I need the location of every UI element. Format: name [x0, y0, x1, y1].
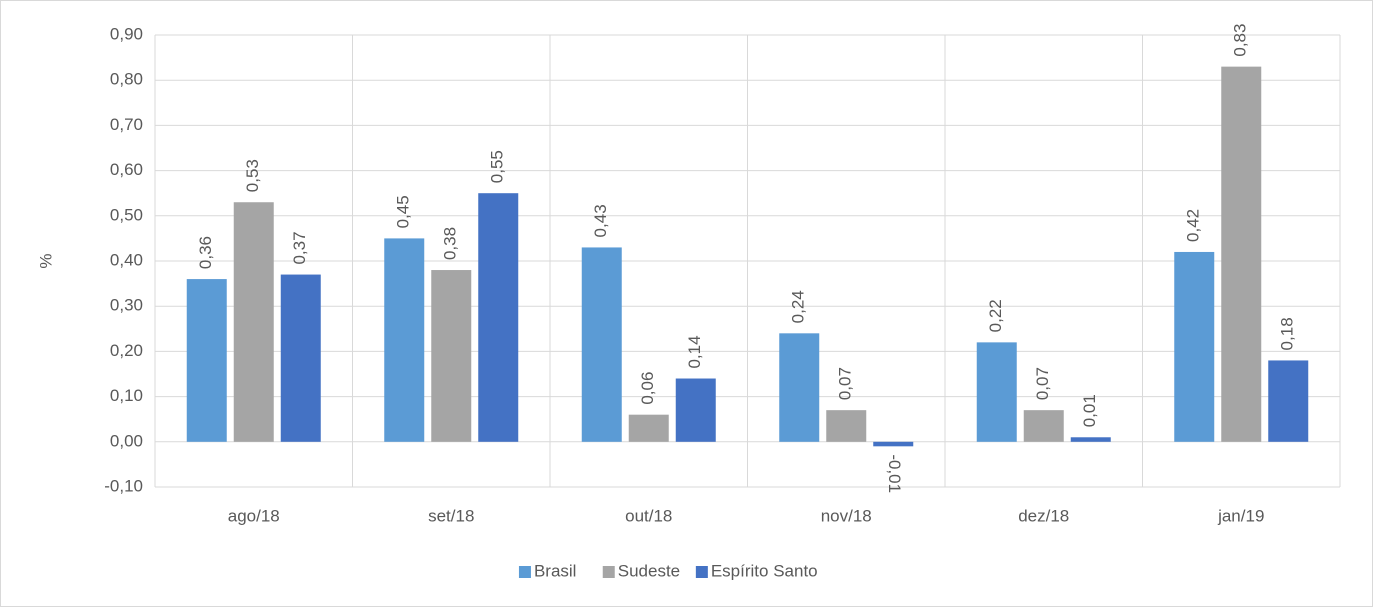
legend-label: Espírito Santo [711, 561, 818, 580]
bar [675, 378, 716, 442]
x-tick-label: ago/18 [228, 506, 280, 525]
data-label: 0,38 [441, 227, 460, 260]
data-label: 0,83 [1231, 24, 1250, 57]
legend-swatch [602, 566, 615, 578]
bar [384, 238, 425, 442]
data-label: 0,55 [488, 150, 507, 183]
bar [779, 333, 820, 442]
y-tick-label: 0,40 [110, 250, 143, 269]
bar [1070, 437, 1111, 442]
data-label: 0,45 [394, 195, 413, 228]
data-label: 0,36 [196, 236, 215, 269]
bar [233, 202, 274, 442]
y-tick-label: 0,60 [110, 160, 143, 179]
bar [628, 414, 669, 442]
y-tick-label: 0,20 [110, 341, 143, 360]
y-tick-label: 0,50 [110, 205, 143, 224]
y-tick-label: 0,80 [110, 70, 143, 89]
data-label: 0,01 [1080, 394, 1099, 427]
y-tick-label: 0,70 [110, 115, 143, 134]
data-label: -0,01 [885, 454, 904, 493]
bar [1023, 410, 1064, 442]
bar [873, 441, 914, 447]
y-tick-label: 0,30 [110, 296, 143, 315]
data-label: 0,07 [836, 367, 855, 400]
x-tick-label: nov/18 [821, 506, 872, 525]
data-label: 0,43 [591, 204, 610, 237]
y-tick-label: 0,00 [110, 431, 143, 450]
legend-swatch [518, 566, 531, 578]
legend-swatch [695, 566, 708, 578]
bar [1174, 251, 1215, 442]
y-tick-label: 0,10 [110, 386, 143, 405]
y-axis-label: % [36, 253, 55, 268]
data-label: 0,37 [290, 231, 309, 264]
x-tick-label: out/18 [625, 506, 672, 525]
data-label: 0,24 [789, 290, 808, 323]
bar [431, 270, 472, 442]
data-label: 0,14 [685, 335, 704, 368]
bar [478, 193, 519, 442]
legend-label: Sudeste [618, 561, 680, 580]
x-tick-label: jan/19 [1217, 506, 1264, 525]
bar [1221, 66, 1262, 442]
bar [581, 247, 622, 442]
bar [976, 342, 1017, 442]
y-tick-label: -0,10 [104, 476, 143, 495]
data-label: 0,22 [986, 299, 1005, 332]
bar [186, 279, 227, 442]
data-label: 0,53 [243, 159, 262, 192]
bar [280, 274, 321, 442]
data-label: 0,07 [1033, 367, 1052, 400]
legend-label: Brasil [534, 561, 577, 580]
x-tick-label: dez/18 [1018, 506, 1069, 525]
x-tick-label: set/18 [428, 506, 474, 525]
y-tick-label: 0,90 [110, 24, 143, 43]
bar [1268, 360, 1309, 442]
data-label: 0,06 [638, 372, 657, 405]
data-label: 0,42 [1184, 209, 1203, 242]
bar [826, 410, 867, 442]
data-label: 0,18 [1278, 317, 1297, 350]
